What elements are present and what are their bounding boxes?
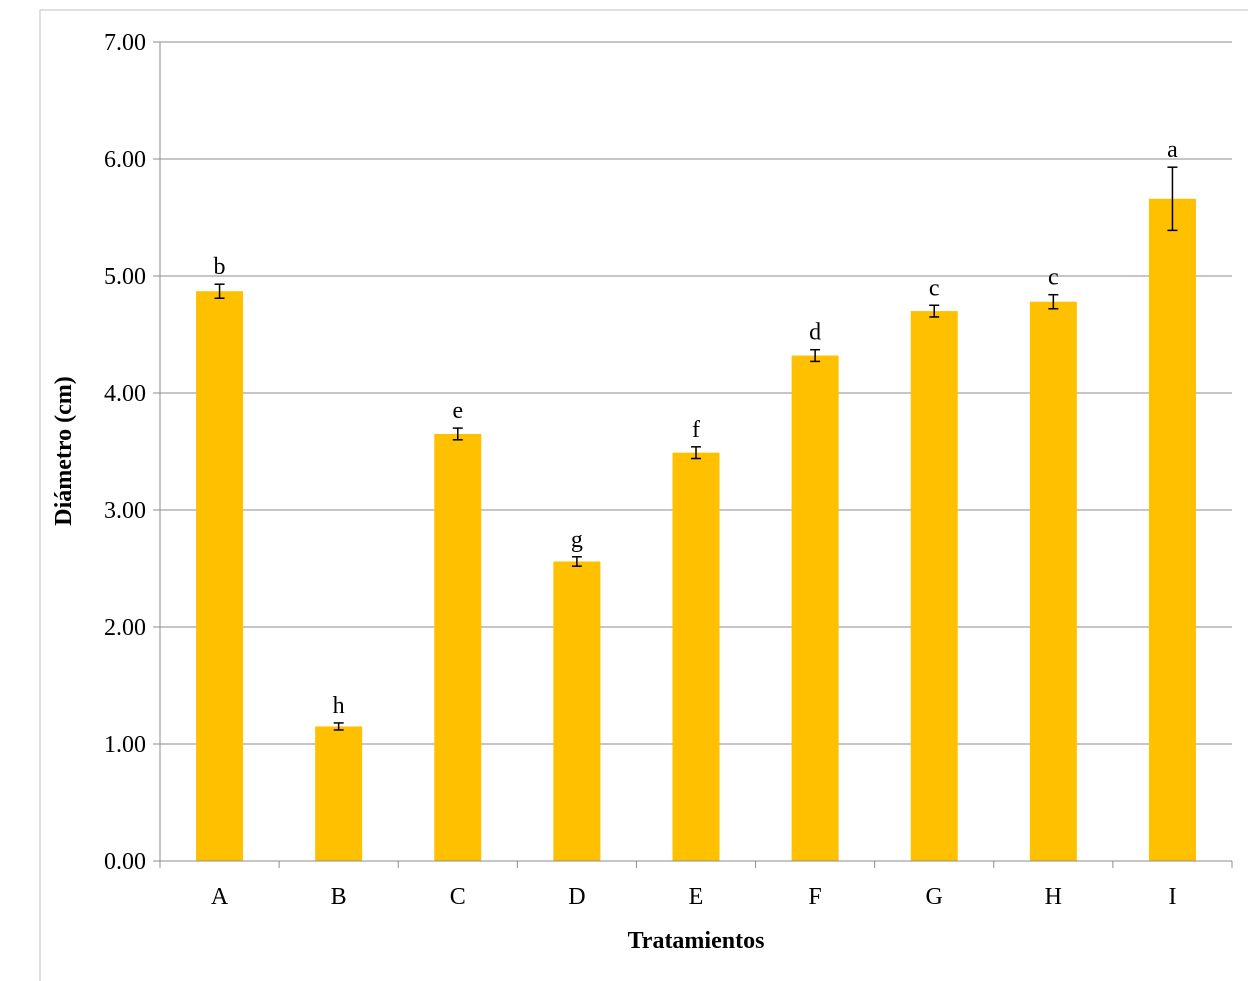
axes-group — [153, 41, 1233, 868]
y-tick-labels: 0.00 1.00 2.00 3.00 4.00 5.00 6.00 7.00 — [104, 30, 146, 875]
significance-label: a — [1167, 137, 1178, 163]
y-axis-title: Diámetro (cm) — [51, 376, 77, 525]
significance-label: e — [452, 398, 463, 424]
y-tick-label: 1.00 — [104, 732, 146, 758]
bar-g — [910, 311, 958, 862]
bar-b — [315, 726, 363, 861]
x-tick-labels: A B C D E F G H I — [211, 884, 1177, 910]
significance-label: h — [333, 693, 345, 719]
y-tick-label: 7.00 — [104, 30, 146, 56]
x-axis-title: Tratamientos — [628, 928, 765, 954]
significance-labels: b h e g f d c c a — [214, 137, 1179, 719]
significance-label: c — [1048, 265, 1059, 291]
y-tick-label: 2.00 — [104, 615, 146, 641]
x-tick-label: C — [450, 884, 466, 910]
bar-i — [1148, 198, 1196, 861]
bar-f — [791, 355, 839, 861]
bar-e — [672, 452, 720, 861]
significance-label: d — [809, 320, 821, 346]
bar-c — [434, 433, 482, 861]
significance-label: c — [929, 275, 940, 301]
y-tick-label: 4.00 — [104, 381, 146, 407]
bar-d — [553, 561, 601, 861]
x-tick-label: D — [568, 884, 585, 910]
x-tick-label: I — [1168, 884, 1176, 910]
bars-group — [196, 198, 1196, 862]
significance-label: b — [214, 254, 226, 280]
x-tick-label: F — [808, 884, 821, 910]
bar-a — [196, 291, 244, 862]
significance-label: g — [571, 527, 583, 553]
x-tick-label: H — [1045, 884, 1062, 910]
x-tick-label: E — [689, 884, 704, 910]
bar-h — [1029, 301, 1077, 861]
significance-label: f — [692, 417, 700, 443]
y-tick-label: 3.00 — [104, 498, 146, 524]
y-tick-label: 5.00 — [104, 264, 146, 290]
error-bars-group — [214, 166, 1178, 731]
y-tick-label: 0.00 — [104, 849, 146, 875]
x-tick-label: G — [926, 884, 943, 910]
x-tick-label: A — [211, 884, 229, 910]
x-tick-label: B — [331, 884, 347, 910]
y-tick-label: 6.00 — [104, 147, 146, 173]
